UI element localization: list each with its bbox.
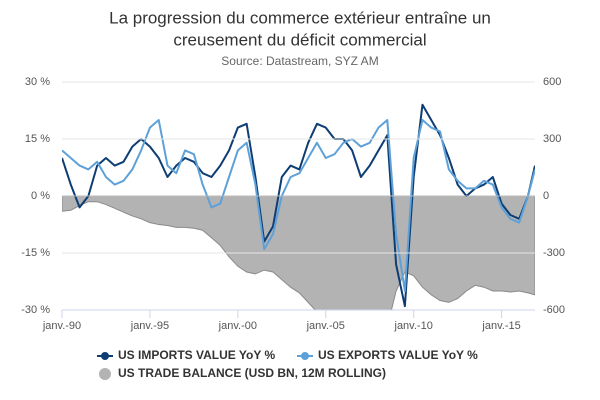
chart-title: creusement du déficit commercial (173, 30, 426, 49)
y-tick-label: 15 % (25, 133, 50, 145)
y-tick-label: -15 % (21, 247, 50, 259)
chart-subtitle: Source: Datastream, SYZ AM (221, 54, 378, 68)
y-tick-label: 0 % (31, 190, 50, 202)
plot-area (62, 103, 535, 310)
y2-tick-label: 600 (543, 76, 561, 88)
y2-tick-label: -600 (543, 304, 565, 316)
y2-tick-label: -300 (543, 247, 565, 259)
line (62, 119, 535, 292)
legend-marker (101, 352, 109, 360)
legend-label: US IMPORTS VALUE YoY % (118, 348, 275, 362)
x-tick-label: janv.-15 (481, 320, 520, 332)
area (62, 195, 535, 310)
x-tick-label: janv.-00 (218, 320, 257, 332)
y-tick-label: 30 % (25, 76, 50, 88)
x-tick-label: janv.-05 (306, 320, 345, 332)
legend-marker (99, 368, 111, 380)
x-tick-label: janv.-10 (394, 320, 433, 332)
legend-marker (301, 352, 309, 360)
legend-label: US EXPORTS VALUE YoY % (318, 348, 478, 362)
legend-label: US TRADE BALANCE (USD BN, 12M ROLLING) (118, 366, 386, 380)
y2-tick-label: 300 (543, 133, 561, 145)
y2-tick-label: 0 (543, 190, 549, 202)
x-tick-label: janv.-90 (42, 320, 81, 332)
y-tick-label: -30 % (21, 304, 50, 316)
chart-title: La progression du commerce extérieur ent… (109, 8, 491, 27)
x-tick-label: janv.-95 (130, 320, 169, 332)
